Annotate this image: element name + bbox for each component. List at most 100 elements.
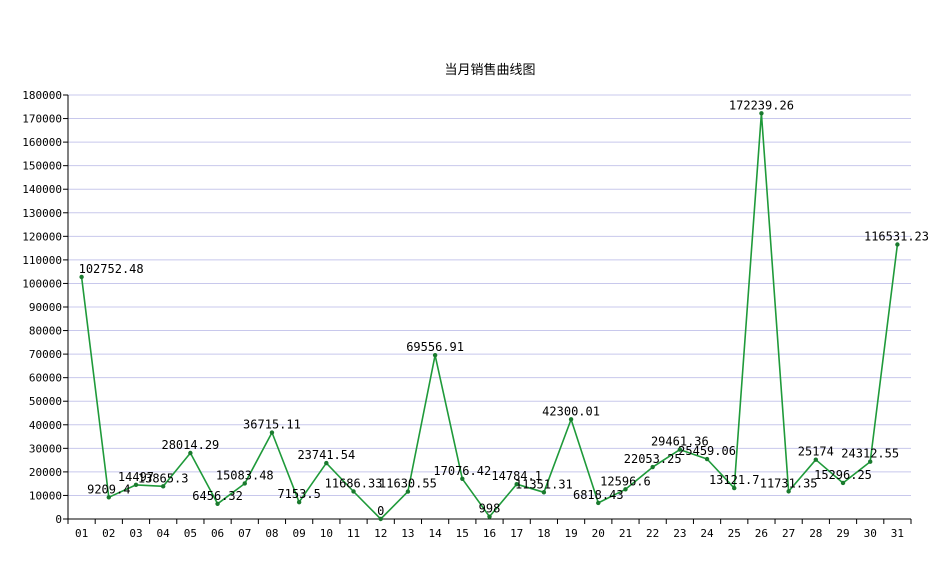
y-tick-label: 10000 — [29, 489, 62, 502]
data-point — [759, 111, 764, 116]
data-label: 25459.06 — [678, 444, 736, 458]
data-point — [514, 481, 519, 487]
data-label: 22053.25 — [624, 452, 682, 466]
y-tick-label: 130000 — [22, 207, 62, 220]
data-label: 29461.36 — [651, 435, 709, 449]
data-label: 17076.42 — [433, 464, 491, 478]
data-point — [269, 430, 275, 435]
data-point — [160, 484, 166, 489]
data-label: 15296.25 — [814, 468, 872, 482]
data-label: 116531.23 — [864, 230, 929, 244]
data-label: 102752.48 — [79, 262, 144, 276]
y-axis-ticks: 0 10000 20000 30000 40000 50000 60000 70000 8000… — [22, 89, 68, 526]
data-point — [133, 482, 139, 488]
data-label: 15083.48 — [216, 468, 274, 482]
y-tick-label: 50000 — [29, 395, 62, 408]
y-tick-label: 170000 — [22, 113, 62, 126]
y-tick-label: 160000 — [22, 136, 62, 149]
x-tick-label: 27 — [782, 527, 795, 540]
x-tick-label: 23 — [673, 527, 686, 540]
x-tick-label: 26 — [755, 527, 768, 540]
x-tick-label: 15 — [456, 527, 469, 540]
data-label: 12596.6 — [600, 474, 651, 488]
y-tick-label: 110000 — [22, 254, 62, 267]
gridlines — [68, 94, 911, 496]
x-tick-label: 05 — [184, 527, 197, 540]
data-label: 14497 — [118, 470, 154, 484]
data-point — [188, 450, 193, 456]
data-label: 7153.5 — [277, 487, 320, 501]
data-label: 9209.4 — [87, 482, 130, 496]
data-point — [79, 274, 84, 280]
data-point — [704, 456, 710, 462]
data-label: 6456.32 — [192, 489, 243, 503]
data-point — [895, 242, 900, 247]
data-label: 36715.11 — [243, 418, 301, 432]
data-point — [351, 489, 356, 494]
data-point — [487, 514, 492, 519]
series-sales — [79, 111, 900, 522]
data-point — [432, 352, 438, 358]
data-point — [405, 489, 411, 494]
y-tick-label: 0 — [55, 513, 62, 526]
data-label: 11351.31 — [515, 477, 573, 491]
x-tick-label: 11 — [347, 527, 360, 540]
x-tick-label: 17 — [510, 527, 523, 540]
y-tick-label: 100000 — [22, 277, 62, 290]
x-tick-label: 24 — [700, 527, 714, 540]
x-tick-label: 21 — [619, 527, 632, 540]
y-tick-label: 90000 — [29, 301, 62, 314]
x-tick-label: 29 — [836, 527, 849, 540]
x-tick-label: 07 — [238, 527, 251, 540]
y-tick-label: 120000 — [22, 230, 62, 243]
data-label: 6818.43 — [573, 488, 624, 502]
chart-title: 当月销售曲线图 — [444, 62, 535, 78]
y-tick-label: 40000 — [29, 419, 62, 432]
data-point — [541, 490, 547, 495]
data-label: 23741.54 — [297, 448, 355, 462]
y-tick-label: 30000 — [29, 442, 62, 455]
x-tick-label: 10 — [320, 527, 333, 540]
data-point — [650, 464, 655, 470]
data-label: 28014.29 — [161, 438, 219, 452]
data-label: 25174 — [798, 445, 834, 459]
data-label: 11731.35 — [760, 476, 818, 490]
data-point — [813, 457, 819, 462]
y-tick-label: 80000 — [29, 325, 62, 338]
data-point — [242, 481, 247, 486]
x-tick-label: 18 — [537, 527, 550, 540]
data-label: 14784.1 — [491, 469, 542, 483]
data-point — [460, 476, 465, 481]
data-point — [106, 495, 111, 500]
series-line — [80, 112, 899, 520]
y-tick-label: 20000 — [29, 466, 62, 479]
y-tick-label: 180000 — [22, 89, 62, 102]
data-point — [840, 480, 846, 486]
data-label: 42300.01 — [542, 404, 600, 418]
data-point — [732, 485, 737, 491]
data-point — [324, 460, 329, 466]
x-axis-ticks: 01 02 03 04 05 06 07 08 09 10 11 12 13 14 15 16 17 18 19 20… — [67, 519, 912, 540]
x-tick-label: 01 — [75, 527, 88, 540]
data-point — [868, 459, 873, 464]
data-label: 13865.3 — [138, 471, 189, 485]
x-tick-label: 12 — [374, 527, 387, 540]
x-tick-label: 20 — [592, 527, 605, 540]
x-tick-label: 14 — [428, 527, 442, 540]
data-point — [296, 499, 302, 505]
x-tick-label: 13 — [401, 527, 414, 540]
y-tick-label: 60000 — [29, 372, 62, 385]
data-point — [596, 500, 601, 506]
data-point — [378, 516, 383, 522]
x-tick-label: 02 — [102, 527, 115, 540]
x-tick-label: 04 — [157, 527, 171, 540]
x-tick-label: 03 — [129, 527, 142, 540]
data-label: 13121.7 — [709, 473, 760, 487]
x-tick-label: 08 — [265, 527, 278, 540]
data-label: 11630.55 — [379, 477, 437, 491]
y-tick-label: 140000 — [22, 183, 62, 196]
x-tick-label: 25 — [728, 527, 741, 540]
x-tick-label: 30 — [864, 527, 877, 540]
data-point — [786, 489, 791, 494]
